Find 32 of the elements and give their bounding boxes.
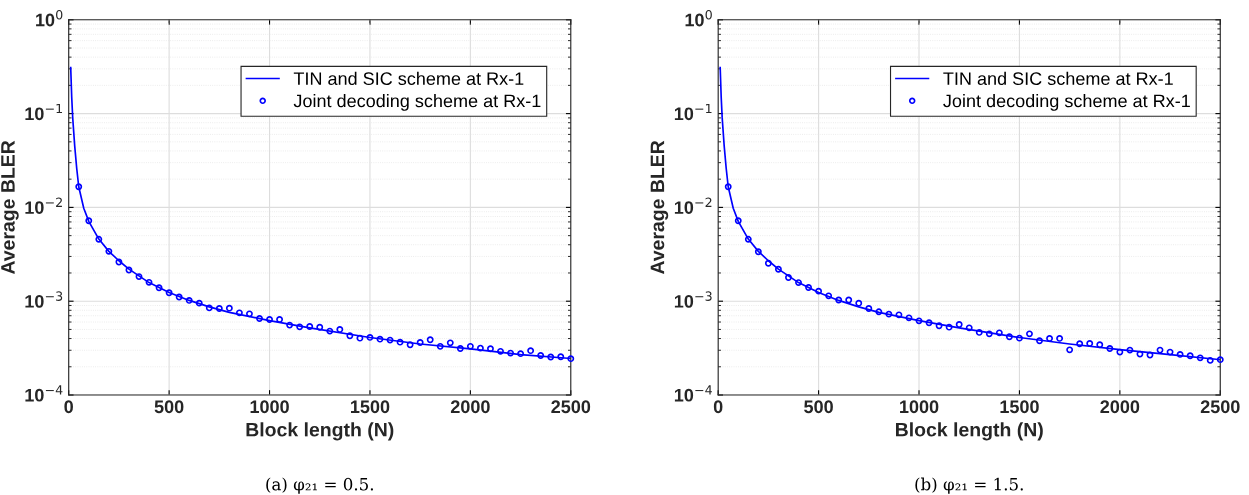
- legend-label: Joint decoding scheme at Rx-1: [293, 94, 541, 111]
- x-tick-label: 2000: [1100, 400, 1140, 414]
- y-tick-label: 10$^{−4}$: [674, 385, 712, 402]
- x-tick-label: 500: [804, 400, 833, 414]
- x-tick-label: 2500: [1200, 400, 1240, 414]
- text: (b) φ₂₁ = 1.5.: [915, 477, 1023, 494]
- x-tick-label: 500: [154, 400, 184, 414]
- x-axis-title: Block length (N): [246, 422, 394, 441]
- legend-label: TIN and SIC scheme at Rx-1: [943, 71, 1173, 86]
- x-tick-label: 2000: [450, 400, 490, 414]
- y-tick-label: 10$^{−4}$: [25, 385, 63, 402]
- x-tick-label: 1000: [250, 400, 289, 414]
- x-tick-label: 1500: [1000, 400, 1039, 414]
- legend-label: Joint decoding scheme at Rx-1: [943, 94, 1190, 111]
- x-tick-label: 0: [713, 400, 723, 414]
- y-tick-label: 10$^{−1}$: [25, 103, 63, 121]
- x-tick-label: 2500: [551, 400, 591, 414]
- y-tick-label: 10$^{−1}$: [674, 103, 712, 121]
- x-axis-title: Block length (N): [895, 422, 1043, 441]
- x-tick-label: 1500: [351, 400, 390, 414]
- y-tick-label: 10$^{0}$: [36, 9, 63, 27]
- y-tick-label: 10$^{−3}$: [674, 291, 712, 308]
- legend-label: TIN and SIC scheme at Rx-1: [293, 71, 524, 86]
- y-tick-label: 10$^{−3}$: [25, 291, 63, 308]
- x-tick-label: 1000: [900, 400, 939, 414]
- y-axis-title: Average BLER: [650, 140, 669, 275]
- x-tick-label: 0: [64, 400, 73, 414]
- y-tick-label: 10$^{−2}$: [674, 197, 712, 214]
- y-tick-label: 10$^{−2}$: [25, 197, 62, 214]
- y-tick-label: 10$^{0}$: [685, 9, 712, 27]
- y-axis-title: Average BLER: [1, 140, 19, 275]
- text: (a) φ₂₁ = 0.5.: [266, 477, 373, 494]
